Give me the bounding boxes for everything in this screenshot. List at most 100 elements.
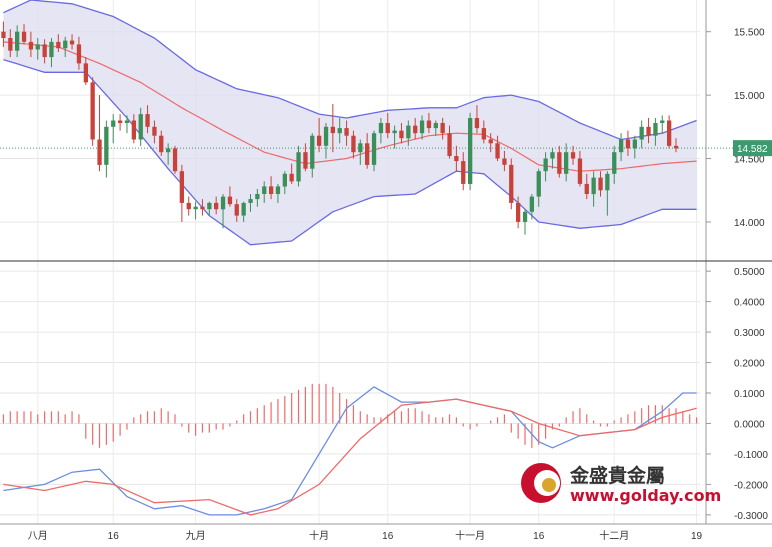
candle-body [426,120,432,129]
candle-body [83,63,88,83]
x-tick-label: 八月 [28,530,48,542]
candle-body [1,31,6,38]
candle-body [378,123,384,134]
candle-body [159,135,164,153]
candle-body [186,202,191,210]
candle-body [323,126,329,146]
x-tick-label: 16 [108,531,120,542]
candle-body [207,202,212,210]
candle-body [461,161,466,184]
macd-tick-label: 0.5000 [734,267,765,278]
candle-body [337,128,342,134]
candle-body [21,31,27,42]
candle-body [269,186,274,194]
candle-body [481,128,486,140]
x-tick-label: 十一月 [455,529,485,542]
candle-body [104,126,109,165]
x-tick-label: 16 [382,531,394,542]
candle-body [392,130,397,134]
candle-body [625,139,631,149]
candle-body [550,152,555,159]
candle-body [419,120,425,134]
candle-body [200,206,205,210]
candle-body [371,133,377,165]
candle-body [35,44,40,50]
candle-body [474,118,480,129]
price-tick-label: 15.000 [734,91,765,102]
last-price-label: 14.582 [737,144,768,155]
candle-body [214,202,219,210]
candle-body [69,40,75,45]
macd-gridlines [0,270,700,516]
price-tick-label: 14.500 [734,155,765,166]
candle-body [296,152,301,182]
candle-body [598,177,603,191]
candle-body [166,148,171,153]
candle-body [639,126,644,140]
candle-body [522,211,528,222]
bollinger-lower-line [3,58,697,246]
candle-body [262,186,267,194]
signal-line [3,398,697,516]
candle-body [406,125,411,139]
candle-body [42,44,47,58]
candle-body [577,158,583,184]
candle-body [63,40,68,49]
x-tick-label: 16 [533,531,545,542]
candle-body [234,204,239,216]
candle-body [413,125,418,134]
x-tick-label: 九月 [186,530,206,542]
candle-body [282,173,287,187]
candle-body [673,145,679,149]
candle-body [241,202,246,216]
candle-body [255,194,260,200]
candle-body [488,139,493,144]
candle-body [468,118,473,184]
price-axis-ticks: 15.500 15.000 14.500 14.000 [706,28,765,229]
candle-body [317,135,322,146]
candle-body [310,135,315,169]
candle-body [124,120,130,123]
candle-body [172,148,178,172]
candle-body [303,152,308,169]
candle-body [516,202,521,222]
candle-body [365,143,370,165]
candle-body [90,82,95,140]
candle-body [220,196,226,210]
candle-body [118,120,123,123]
macd-tick-label: 0.4000 [734,298,765,309]
candle-body [179,171,184,203]
bollinger-upper-line [3,0,697,141]
x-tick-label: 十二月 [599,529,629,542]
golday-logo: 金盛貴金屬 www.golday.com [521,463,721,505]
candle-body [385,123,390,134]
candle-body [351,135,356,153]
candle-body [454,156,459,162]
candle-body [612,152,617,174]
candle-body [227,196,233,205]
candle-body [646,126,651,136]
candle-body [605,173,610,191]
last-price-tag-background [733,140,772,157]
candle-body [8,38,13,51]
candle-body [570,152,576,159]
candle-body [619,139,624,153]
candle-body [632,139,637,149]
candle-body [433,123,438,129]
candle-body [591,177,596,195]
candle-body [275,186,281,194]
macd-tick-label: 0.3000 [734,328,765,339]
candle-body [440,123,445,134]
candle-body [447,133,452,156]
macd-tick-label: 0.0000 [734,419,765,430]
candle-body [536,171,541,197]
x-tick-label: 19 [691,531,703,542]
macd-tick-label: -0.1000 [734,450,768,461]
candle-body [344,128,349,136]
candle-body [543,158,548,172]
x-axis-ticks: 八月 16 九月 十月 16 十一月 16 十二月 19 [28,529,703,542]
macd-tick-label: 0.2000 [734,359,765,370]
candle-body [56,41,61,49]
candle-body [667,120,672,146]
candle-body [131,120,136,140]
